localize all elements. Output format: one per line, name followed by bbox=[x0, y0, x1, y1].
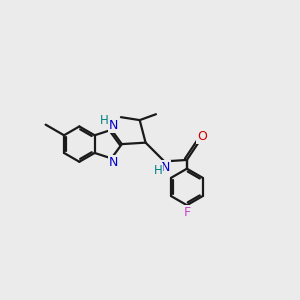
Text: N: N bbox=[160, 161, 170, 174]
Text: F: F bbox=[183, 206, 190, 219]
Text: O: O bbox=[197, 130, 207, 143]
Text: H: H bbox=[100, 114, 108, 127]
Text: H: H bbox=[154, 164, 162, 177]
Text: N: N bbox=[109, 156, 118, 169]
Text: N: N bbox=[109, 119, 119, 133]
